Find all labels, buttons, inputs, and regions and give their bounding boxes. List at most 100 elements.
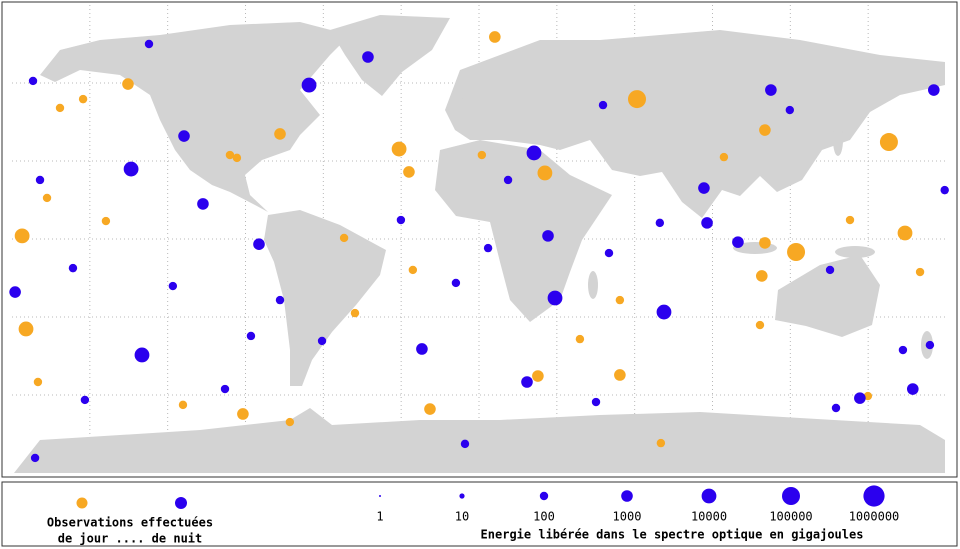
scale-label: 100 [533, 510, 555, 524]
events [9, 31, 949, 463]
night-event [362, 51, 374, 63]
madagascar [588, 271, 598, 299]
night-event [854, 392, 866, 404]
night-event [317, 336, 327, 346]
day-event [915, 267, 925, 277]
day-event [403, 166, 415, 178]
legend-day-symbol [76, 497, 88, 509]
scale-label: 100000 [769, 510, 812, 524]
day-event [863, 391, 873, 401]
night-event [451, 278, 461, 288]
day-event [537, 165, 553, 181]
day-event [755, 320, 765, 330]
night-event [80, 395, 90, 405]
day-event [33, 377, 43, 387]
night-event [604, 248, 614, 258]
day-event [719, 152, 729, 162]
night-event [542, 230, 554, 242]
day-event [391, 141, 407, 157]
night-event [898, 345, 908, 355]
night-event [598, 100, 608, 110]
night-event [460, 439, 470, 449]
night-event [253, 238, 265, 250]
night-event [396, 215, 406, 225]
scale-caption: Energie libérée dans le spectre optique … [481, 528, 864, 542]
day-event [232, 153, 242, 163]
day-event [628, 90, 647, 109]
night-event [275, 295, 285, 305]
scale-symbol [379, 495, 381, 497]
north-america [40, 22, 350, 212]
landmasses [14, 15, 945, 473]
australia [775, 255, 880, 337]
night-event [123, 161, 139, 177]
eurasia [445, 30, 945, 218]
night-event [928, 84, 940, 96]
night-event [28, 76, 38, 86]
night-event [547, 290, 563, 306]
day-event [489, 31, 501, 43]
night-event [9, 286, 21, 298]
night-event [940, 185, 949, 195]
legend-line: de jour .... de nuit [58, 532, 203, 546]
antarctica [14, 408, 945, 473]
day-event [14, 228, 30, 244]
day-event [339, 233, 349, 243]
day-event [55, 103, 65, 113]
night-event [698, 182, 710, 194]
night-event [503, 175, 513, 185]
night-event [197, 198, 209, 210]
scale-label: 1000000 [849, 510, 900, 524]
day-event [18, 321, 34, 337]
legend-line: Observations effectuées [47, 516, 213, 530]
night-event [483, 243, 493, 253]
day-event [879, 133, 898, 152]
scale-label: 1000 [613, 510, 642, 524]
scale-label: 1 [376, 510, 383, 524]
day-event [759, 237, 771, 249]
day-event [532, 370, 544, 382]
night-event [831, 403, 841, 413]
scale-label: 10000 [691, 510, 727, 524]
night-event [655, 218, 665, 228]
day-event [101, 216, 111, 226]
night-event [785, 105, 795, 115]
night-event [925, 340, 935, 350]
night-event [68, 263, 78, 273]
japan [833, 124, 843, 156]
africa [435, 140, 612, 322]
greenland [330, 15, 450, 96]
scale-symbol [701, 488, 717, 504]
day-event [755, 270, 768, 282]
night-event [246, 331, 256, 341]
night-event [765, 84, 777, 96]
new-guinea [835, 246, 875, 258]
british-isles [462, 83, 474, 107]
night-event [301, 77, 317, 93]
night-event [168, 281, 178, 291]
night-event [134, 347, 150, 363]
south-america [264, 210, 386, 386]
day-event [615, 295, 625, 305]
night-event [825, 265, 835, 275]
day-event [614, 369, 626, 381]
day-event [178, 400, 188, 410]
day-event [42, 193, 52, 203]
day-event [237, 408, 249, 420]
night-event [591, 397, 601, 407]
night-event [30, 453, 40, 463]
night-event [521, 376, 533, 388]
day-event [575, 334, 585, 344]
day-event [845, 215, 855, 225]
night-event [656, 304, 672, 320]
day-event [424, 403, 436, 415]
scale-symbol [539, 491, 549, 501]
day-event [350, 308, 360, 318]
night-event [416, 343, 428, 355]
night-event [35, 175, 45, 185]
night-event [701, 217, 713, 229]
night-event [526, 145, 542, 161]
scale-symbol [863, 485, 885, 507]
night-event [178, 130, 190, 142]
